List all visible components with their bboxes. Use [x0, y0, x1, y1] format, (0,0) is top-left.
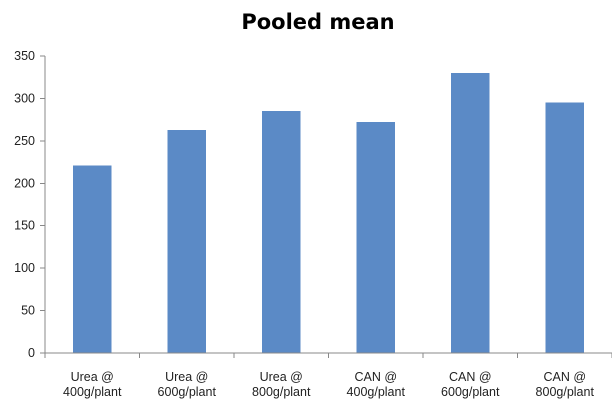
y-tick-label: 0 — [28, 346, 35, 360]
y-tick-label: 200 — [14, 176, 35, 190]
y-tick-label: 300 — [14, 91, 35, 105]
bar — [450, 72, 490, 353]
y-tick-label: 150 — [14, 219, 35, 233]
bar — [356, 122, 396, 353]
x-tick-label: Urea @600g/plant — [158, 370, 217, 399]
x-tick-label: Urea @400g/plant — [63, 370, 122, 399]
x-tick-label: Urea @800g/plant — [252, 370, 311, 399]
x-tick-label: CAN @600g/plant — [441, 370, 500, 399]
x-tick-label: CAN @800g/plant — [536, 370, 595, 399]
bar — [72, 165, 112, 353]
bars — [72, 72, 585, 354]
y-tick-label: 350 — [14, 49, 35, 63]
bar — [167, 129, 207, 353]
x-axis-ticks: Urea @400g/plant Urea @600g/plant Urea @80… — [44, 353, 612, 399]
y-tick-label: 50 — [21, 304, 35, 318]
x-tick-label: CAN @400g/plant — [347, 370, 406, 399]
bar — [545, 102, 585, 354]
y-axis-ticks: 0 50 100 150 200 250 300 350 — [14, 49, 45, 360]
chart-title: Pooled mean — [241, 10, 394, 34]
y-tick-label: 250 — [14, 134, 35, 148]
y-tick-label: 100 — [14, 261, 35, 275]
bar — [261, 111, 301, 354]
